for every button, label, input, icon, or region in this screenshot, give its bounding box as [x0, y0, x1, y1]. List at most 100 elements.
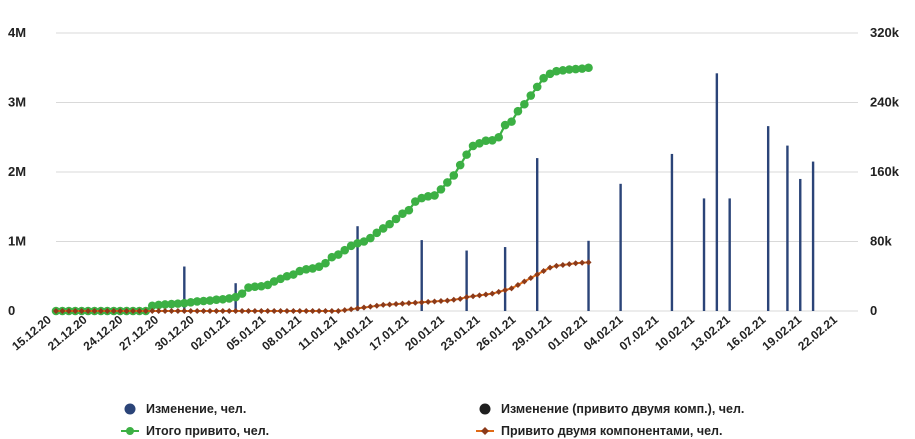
bar: [670, 153, 674, 311]
point-total: [192, 297, 202, 306]
left-tick-label: 3M: [8, 95, 26, 110]
point-total: [263, 280, 273, 290]
point-total: [564, 65, 574, 74]
point-total: [500, 120, 510, 130]
x-axis-ticks: 15.12.2021.12.2024.12.2027.12.2030.12.20…: [9, 312, 840, 353]
point-two-comp: [482, 291, 489, 298]
point-two-comp: [181, 308, 188, 314]
x-tick-label: 19.02.21: [759, 312, 804, 353]
x-tick-label: 30.12.20: [152, 312, 197, 353]
point-two-comp: [470, 293, 477, 300]
bar: [420, 240, 423, 311]
point-two-comp: [360, 304, 367, 311]
point-total: [584, 63, 593, 73]
legend-item-two-comp[interactable]: Привито двумя компонентами, чел.: [476, 424, 722, 438]
bar: [587, 240, 590, 311]
point-total: [289, 270, 298, 279]
legend-marker-change: [124, 403, 136, 415]
point-two-comp: [104, 308, 111, 314]
point-two-comp: [521, 278, 528, 285]
point-total: [507, 117, 516, 126]
legend-item-change-two[interactable]: Изменение (привито двумя комп.), чел.: [479, 402, 745, 416]
x-tick-label: 04.02.21: [581, 312, 626, 353]
point-two-comp: [251, 308, 258, 314]
point-total: [513, 106, 523, 116]
right-axis-ticks: 0 80k 160k 240k 320k: [870, 25, 900, 318]
point-total: [167, 299, 176, 309]
point-two-comp: [412, 299, 419, 306]
point-two-comp: [418, 299, 425, 306]
point-two-comp: [296, 308, 303, 314]
point-two-comp: [502, 287, 509, 294]
point-two-comp: [155, 308, 162, 314]
point-total: [160, 300, 170, 309]
bar: [728, 198, 731, 311]
point-total: [147, 301, 157, 311]
line-two-path: [56, 261, 589, 312]
point-total: [404, 205, 414, 215]
point-total: [231, 292, 240, 302]
point-two-comp: [425, 298, 432, 305]
point-two-comp: [219, 308, 226, 314]
bar: [702, 198, 706, 311]
point-total: [237, 289, 247, 298]
x-tick-label: 24.12.20: [81, 312, 126, 353]
point-two-comp: [200, 308, 207, 314]
point-two-comp: [245, 308, 252, 314]
point-two-comp: [566, 261, 573, 268]
point-two-comp: [168, 308, 175, 314]
point-two-comp: [65, 308, 72, 314]
point-total: [398, 209, 407, 218]
x-tick-label: 29.01.21: [509, 312, 554, 353]
point-total: [366, 233, 375, 243]
point-two-comp: [53, 308, 59, 314]
point-two-comp: [277, 308, 284, 314]
left-tick-label: 1M: [8, 234, 26, 249]
point-two-comp: [142, 308, 149, 314]
x-tick-label: 10.02.21: [652, 312, 697, 353]
point-two-comp: [540, 268, 547, 275]
point-two-comp: [91, 308, 98, 314]
x-tick-label: 08.01.21: [259, 312, 304, 353]
point-two-comp: [450, 296, 457, 303]
point-two-comp: [258, 308, 265, 314]
point-total: [340, 245, 350, 255]
legend-item-total[interactable]: Итого привито, чел.: [121, 424, 269, 438]
x-tick-label: 01.02.21: [545, 312, 590, 353]
x-tick-label: 23.01.21: [438, 312, 483, 353]
point-two-comp: [405, 300, 412, 307]
point-two-comp: [534, 271, 541, 278]
x-tick-label: 22.02.21: [795, 312, 840, 353]
point-total: [173, 299, 183, 308]
point-two-comp: [373, 302, 380, 309]
point-two-comp: [495, 288, 502, 295]
point-total: [391, 214, 401, 224]
right-tick-label: 240k: [870, 95, 900, 110]
point-two-comp: [213, 308, 220, 314]
x-tick-label: 17.01.21: [366, 312, 411, 353]
bar: [799, 178, 802, 311]
legend-label-total: Итого привито, чел.: [146, 424, 269, 438]
right-tick-label: 160k: [870, 164, 900, 179]
point-two-comp: [572, 260, 579, 267]
line-total-path: [56, 66, 589, 313]
x-tick-label: 20.01.21: [402, 312, 447, 353]
point-total: [224, 294, 234, 303]
x-tick-label: 15.12.20: [9, 312, 54, 353]
point-total: [481, 136, 491, 146]
point-total: [539, 73, 548, 83]
point-total: [218, 294, 228, 304]
point-two-comp: [444, 297, 451, 304]
legend-item-change[interactable]: Изменение, чел.: [124, 402, 247, 416]
point-two-comp: [59, 308, 66, 314]
point-two-comp: [386, 301, 393, 308]
x-tick-label: 05.01.21: [224, 312, 269, 353]
point-total: [205, 296, 215, 305]
point-total: [423, 192, 433, 201]
point-two-comp: [226, 308, 233, 314]
x-tick-label: 27.12.20: [116, 312, 161, 353]
line-series-total: [51, 63, 593, 316]
legend-label-two-comp: Привито двумя компонентами, чел.: [501, 424, 722, 438]
point-two-comp: [585, 259, 592, 266]
